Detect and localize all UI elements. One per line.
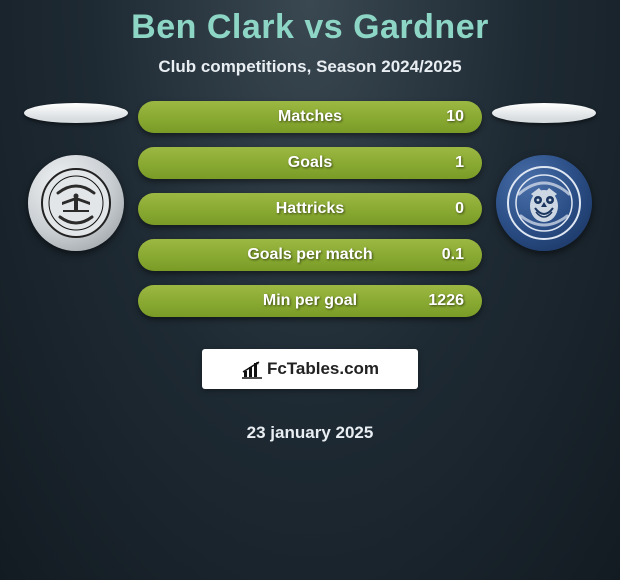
brand-box[interactable]: FcTables.com [202,349,418,389]
stat-row-goals-per-match: Goals per match 0.1 [138,239,482,271]
left-player-column [16,101,136,251]
right-player-column [484,101,604,251]
player-photo-placeholder-right [492,103,596,123]
stat-label: Hattricks [276,200,344,218]
stat-label: Goals per match [247,246,372,264]
subtitle: Club competitions, Season 2024/2025 [158,57,461,77]
date-label: 23 january 2025 [247,423,374,443]
stat-row-matches: Matches 10 [138,101,482,133]
stat-value-right: 1 [455,154,464,172]
stat-label: Goals [288,154,332,172]
gateshead-crest-icon [48,175,104,231]
stat-label: Min per goal [263,292,357,310]
player-photo-placeholder-left [24,103,128,123]
stat-value-right: 0 [455,200,464,218]
right-team-badge [496,155,592,251]
stat-value-right: 10 [446,108,464,126]
stats-column: Matches 10 Goals 1 Hattricks 0 Goals per… [136,101,484,443]
stat-row-min-per-goal: Min per goal 1226 [138,285,482,317]
main-row: Matches 10 Goals 1 Hattricks 0 Goals per… [0,101,620,443]
bar-chart-icon [241,359,263,379]
stat-row-goals: Goals 1 [138,147,482,179]
left-team-badge [28,155,124,251]
stat-row-hattricks: Hattricks 0 [138,193,482,225]
brand-label: FcTables.com [267,359,379,379]
stat-label: Matches [278,108,342,126]
stat-value-right: 1226 [428,292,464,310]
page-title: Ben Clark vs Gardner [131,8,489,47]
oldham-crest-icon [505,164,583,242]
comparison-card: Ben Clark vs Gardner Club competitions, … [0,0,620,443]
stat-value-right: 0.1 [442,246,464,264]
gateshead-crest [41,168,111,238]
